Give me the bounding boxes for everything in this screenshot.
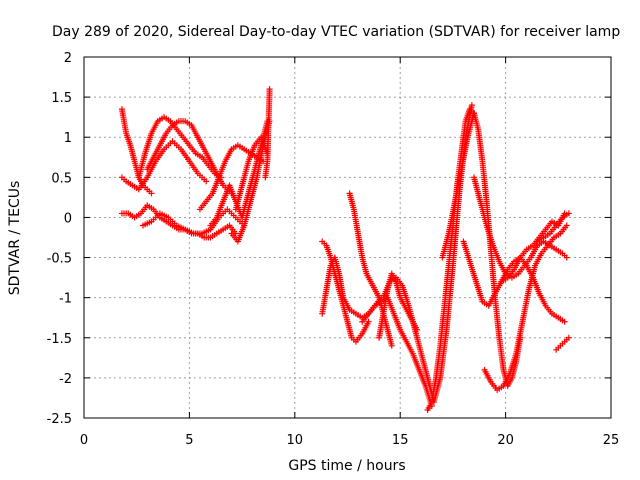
y-tick-label: 1 (64, 131, 72, 146)
plot-frame (83, 56, 612, 419)
data-point-marker (388, 342, 395, 349)
series-track-j (232, 134, 271, 213)
x-tick-label: 20 (497, 433, 514, 448)
series-track-g (196, 142, 267, 213)
y-tick-label: -2 (59, 372, 72, 387)
series-track-b (118, 138, 210, 193)
series-track-y (553, 334, 572, 353)
x-tick-label: 0 (80, 433, 88, 448)
y-tick-label: 2 (64, 51, 72, 66)
series-track-k (262, 86, 273, 181)
series-track-n (346, 190, 395, 349)
data-point-marker (563, 254, 570, 261)
y-tick-label: -2.5 (47, 412, 72, 427)
y-tick-label: -0.5 (47, 252, 72, 267)
series-track-f (140, 206, 248, 237)
series-track-z (534, 210, 572, 245)
x-axis-ticks: 0 5 10 15 20 25 (80, 57, 619, 448)
data-point-marker (468, 102, 475, 109)
data-point-marker (148, 190, 155, 197)
data-point-marker (561, 318, 568, 325)
y-axis-ticks: -2.5 -2 -1.5 -1 -0.5 0 0.5 1 1.5 2 (47, 51, 611, 427)
series-track-c (135, 114, 225, 181)
data-point-marker (563, 222, 570, 229)
data-points (118, 86, 572, 413)
series-track-a (118, 106, 155, 197)
y-tick-label: -1.5 (47, 332, 72, 347)
y-axis-label: SDTVAR / TECUs (7, 181, 23, 296)
x-tick-label: 5 (185, 433, 193, 448)
data-point-marker (565, 334, 572, 341)
y-tick-label: 0 (64, 211, 72, 226)
y-tick-label: -1 (59, 292, 72, 307)
series-track-v (460, 238, 568, 325)
x-tick-label: 15 (392, 433, 409, 448)
y-tick-label: 1.5 (51, 91, 72, 106)
grid-lines (84, 57, 611, 418)
x-tick-label: 25 (603, 433, 620, 448)
series-track-w (481, 222, 570, 393)
data-point-marker (365, 318, 372, 325)
x-axis-label: GPS time / hours (288, 458, 405, 474)
data-point-marker (266, 86, 273, 93)
chart-title: Day 289 of 2020, Sidereal Day-to-day VTE… (52, 24, 620, 40)
x-tick-label: 10 (287, 433, 304, 448)
data-point-marker (565, 210, 572, 217)
data-point-marker (203, 178, 210, 185)
y-tick-label: 0.5 (51, 171, 72, 186)
series-track-s (439, 110, 477, 261)
